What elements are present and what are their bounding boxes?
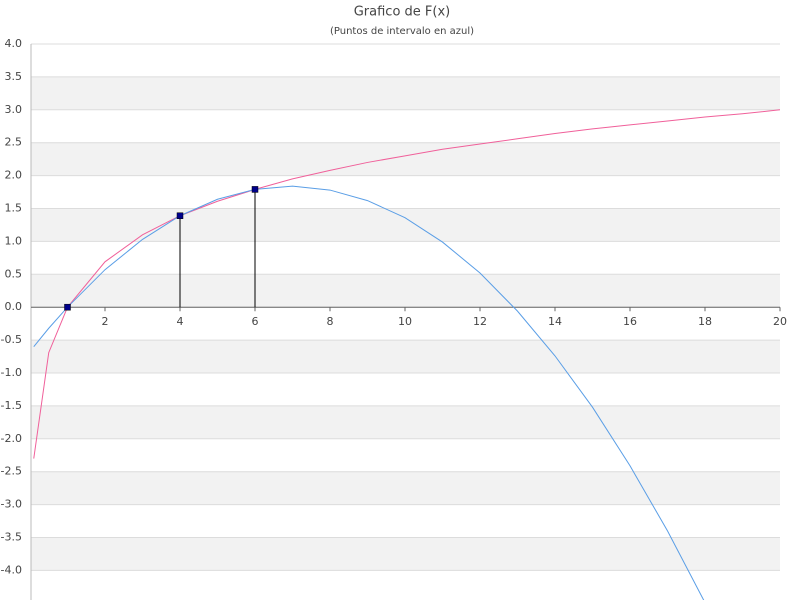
- plot-area: [33, 109, 780, 600]
- grid-band: [31, 76, 780, 110]
- series-line: [33, 109, 780, 459]
- x-tick-label: 16: [623, 315, 637, 328]
- grid-band: [31, 471, 780, 505]
- x-tick-label: 14: [548, 315, 562, 328]
- grid-band: [31, 142, 780, 176]
- x-tick-label: 20: [773, 315, 787, 328]
- x-tick-label: 6: [252, 315, 259, 328]
- y-tick-label: 0.5: [5, 267, 23, 280]
- chart-title: Grafico de F(x): [354, 5, 451, 20]
- y-tick-label: -0.5: [1, 333, 22, 346]
- y-tick-label: -3.0: [1, 498, 22, 511]
- y-tick-label: -3.5: [1, 530, 22, 543]
- y-tick-label: -4.0: [1, 563, 22, 576]
- y-tick-label: 3.0: [5, 103, 23, 116]
- grid-band: [31, 405, 780, 439]
- y-tick-label: 1.5: [5, 201, 23, 214]
- x-tick-label: 4: [177, 315, 184, 328]
- interval-point: [64, 303, 71, 311]
- y-tick-label: -2.5: [1, 465, 22, 478]
- interval-point: [176, 212, 184, 219]
- grid-band: [31, 340, 780, 373]
- y-tick-label: 3.5: [5, 70, 23, 83]
- x-tick-label: 18: [698, 315, 712, 328]
- y-tick-label: -2.0: [1, 432, 22, 445]
- x-tick-label: 10: [398, 315, 412, 328]
- y-tick-label: -1.5: [1, 399, 22, 412]
- grid-band: [31, 208, 780, 242]
- x-tick-label: 8: [327, 315, 334, 328]
- y-tick-label: 2.5: [5, 136, 23, 149]
- series-line: [33, 185, 705, 600]
- y-tick-label: 2.0: [5, 169, 23, 182]
- x-tick-label: 12: [473, 315, 487, 328]
- y-tick-label: 1.0: [5, 234, 23, 247]
- x-tick-label: 2: [102, 315, 109, 328]
- interval-point: [251, 186, 259, 193]
- grid-band: [31, 274, 780, 308]
- grid-band: [31, 537, 780, 571]
- y-tick-label: 4.0: [5, 37, 23, 50]
- chart-subtitle: (Puntos de intervalo en azul): [330, 26, 474, 37]
- y-tick-label: 0.0: [5, 300, 23, 313]
- y-tick-label: -1.0: [1, 366, 22, 379]
